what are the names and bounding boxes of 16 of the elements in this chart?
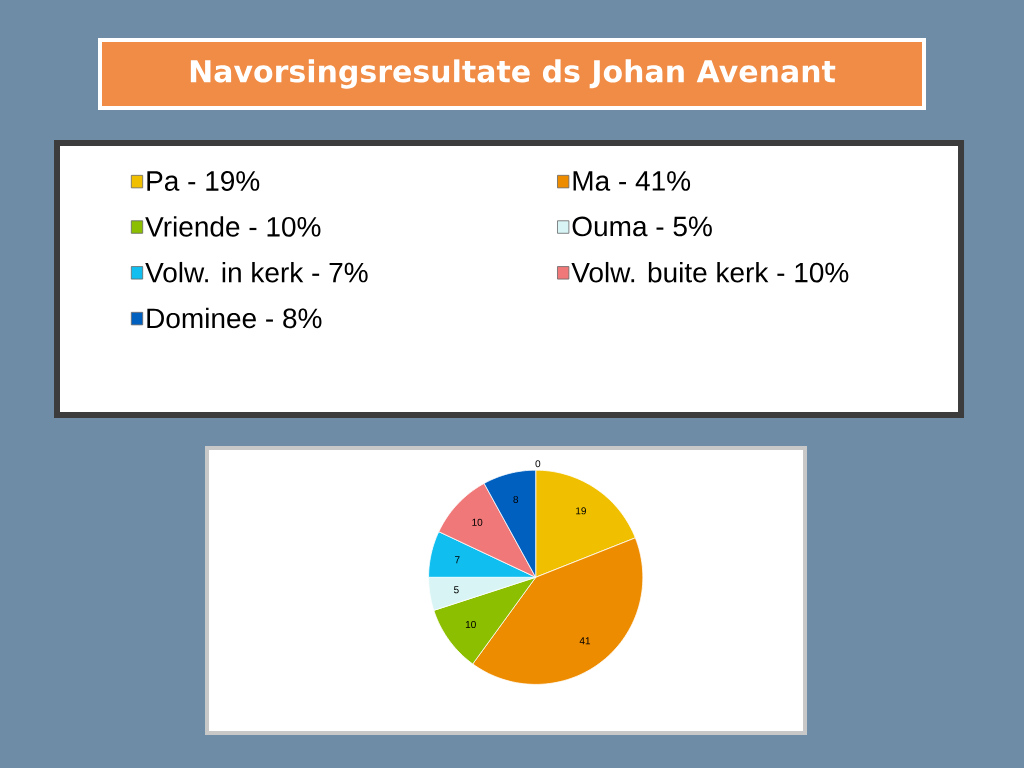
legend-label: Dominee - 8%	[147, 307, 322, 329]
legend-label: Volw. buite kerk - 10%	[571, 261, 849, 283]
legend-label: Pa - 19%	[147, 171, 260, 191]
legend-label: Ma - 41%	[573, 171, 691, 191]
chart-title: Navorsingsresultate ds Johan Avenant	[190, 59, 836, 89]
data-label: 19	[576, 507, 586, 515]
data-label: 5	[453, 586, 459, 594]
legend-label: Volw. in kerk - 7%	[145, 261, 368, 283]
text: 0	[535, 460, 541, 468]
legend-label: Ouma - 5%	[572, 216, 712, 237]
data-label: 10	[465, 620, 476, 629]
data-label: 10	[472, 518, 483, 526]
data-label: 7	[455, 556, 460, 564]
data-label: 8	[513, 495, 519, 503]
data-label: 41	[579, 637, 591, 645]
legend-label: Vriende - 10%	[145, 216, 321, 237]
